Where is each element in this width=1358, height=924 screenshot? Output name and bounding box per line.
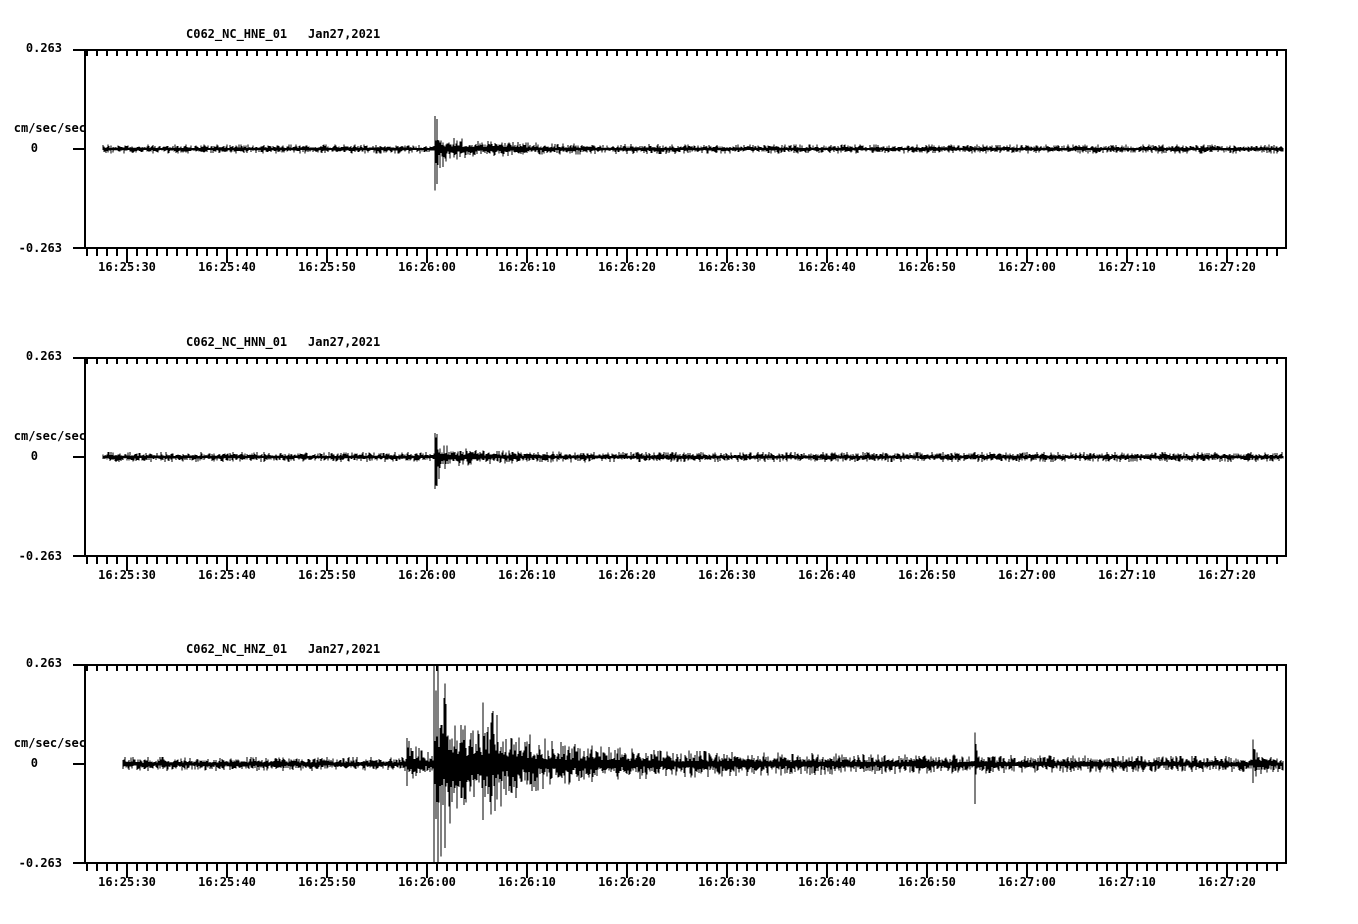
- y-axis-unit-label: cm/sec/sec: [13, 121, 86, 135]
- xtick-label: 16:27:10: [1098, 568, 1156, 582]
- xtick-label: 16:26:50: [898, 875, 956, 889]
- xtick-label: 16:26:40: [798, 568, 856, 582]
- xtick-label: 16:25:40: [198, 568, 256, 582]
- xtick-label: 16:25:40: [198, 875, 256, 889]
- x-axis-tick-labels: 16:25:30 16:25:40 16:25:50 16:26:00 16:26:10…: [0, 875, 1358, 891]
- xtick-label: 16:25:40: [198, 260, 256, 274]
- waveform-trace: [102, 433, 1284, 490]
- plot-axes: [73, 357, 1287, 557]
- xtick-label: 16:27:00: [998, 260, 1056, 274]
- xtick-label: 16:25:30: [98, 568, 156, 582]
- xtick-label: 16:26:40: [798, 875, 856, 889]
- seismogram-panel-C062_NC_HNZ_01: C062_NC_HNZ_01 Jan27,2021 0.263 cm/sec/sec 0…: [0, 642, 1358, 889]
- xtick-label: 16:25:50: [298, 260, 356, 274]
- xtick-label: 16:26:10: [498, 260, 556, 274]
- xtick-label: 16:27:20: [1198, 875, 1256, 889]
- xtick-label: 16:26:10: [498, 875, 556, 889]
- panel-title-date: Jan27,2021: [308, 642, 381, 656]
- seismogram-plot: [73, 664, 1287, 878]
- xtick-label: 16:27:20: [1198, 568, 1256, 582]
- xtick-label: 16:27:20: [1198, 260, 1256, 274]
- y-axis-unit-label: cm/sec/sec: [13, 429, 86, 443]
- xtick-label: 16:26:20: [598, 875, 656, 889]
- ytick-label-zero: 0: [30, 449, 38, 463]
- xtick-label: 16:26:30: [698, 875, 756, 889]
- ytick-label-max: 0.263: [25, 41, 62, 55]
- seismogram-panel-C062_NC_HNN_01: C062_NC_HNN_01 Jan27,2021 0.263 cm/sec/sec 0…: [0, 335, 1358, 582]
- xtick-label: 16:26:30: [698, 568, 756, 582]
- panel-title-station: C062_NC_HNN_01: [186, 335, 288, 349]
- x-axis-tick-labels: 16:25:30 16:25:40 16:25:50 16:26:00 16:26:10…: [0, 260, 1358, 276]
- panel-title-station: C062_NC_HNZ_01: [186, 642, 288, 656]
- xtick-label: 16:27:00: [998, 875, 1056, 889]
- xtick-label: 16:27:10: [1098, 875, 1156, 889]
- axis-ticks: [86, 664, 1278, 878]
- xtick-label: 16:25:50: [298, 875, 356, 889]
- ytick-label-max: 0.263: [25, 349, 62, 363]
- ytick-label-min: -0.263: [18, 241, 62, 255]
- xtick-label: 16:26:50: [898, 260, 956, 274]
- xtick-label: 16:25:50: [298, 568, 356, 582]
- seismogram-plot: [73, 357, 1287, 571]
- plot-axes: [73, 49, 1287, 249]
- xtick-label: 16:25:30: [98, 260, 156, 274]
- seismogram-plot: [73, 49, 1287, 263]
- ytick-label-zero: 0: [30, 141, 38, 155]
- ytick-label-zero: 0: [30, 756, 38, 770]
- ytick-label-min: -0.263: [18, 549, 62, 563]
- ytick-label-min: -0.263: [18, 856, 62, 870]
- ytick-label-max: 0.263: [25, 656, 62, 670]
- panel-title-date: Jan27,2021: [308, 335, 381, 349]
- x-axis-tick-labels: 16:25:30 16:25:40 16:25:50 16:26:00 16:26:10…: [0, 568, 1358, 584]
- panel-title-date: Jan27,2021: [308, 27, 381, 41]
- waveform-trace: [122, 664, 1284, 864]
- axis-ticks: [86, 357, 1278, 571]
- y-axis-unit-label: cm/sec/sec: [13, 736, 86, 750]
- xtick-label: 16:26:50: [898, 568, 956, 582]
- xtick-label: 16:25:30: [98, 875, 156, 889]
- plot-axes: [73, 664, 1287, 864]
- xtick-label: 16:27:00: [998, 568, 1056, 582]
- xtick-label: 16:26:10: [498, 568, 556, 582]
- xtick-label: 16:27:10: [1098, 260, 1156, 274]
- seismogram-panel-C062_NC_HNE_01: C062_NC_HNE_01 Jan27,2021 0.263 cm/sec/sec 0…: [0, 27, 1358, 274]
- panel-title-station: C062_NC_HNE_01: [186, 27, 288, 41]
- xtick-label: 16:26:00: [398, 260, 456, 274]
- waveform-trace: [102, 116, 1284, 191]
- xtick-label: 16:26:20: [598, 260, 656, 274]
- xtick-label: 16:26:20: [598, 568, 656, 582]
- axis-ticks: [86, 49, 1278, 263]
- xtick-label: 16:26:30: [698, 260, 756, 274]
- xtick-label: 16:26:00: [398, 568, 456, 582]
- xtick-label: 16:26:40: [798, 260, 856, 274]
- xtick-label: 16:26:00: [398, 875, 456, 889]
